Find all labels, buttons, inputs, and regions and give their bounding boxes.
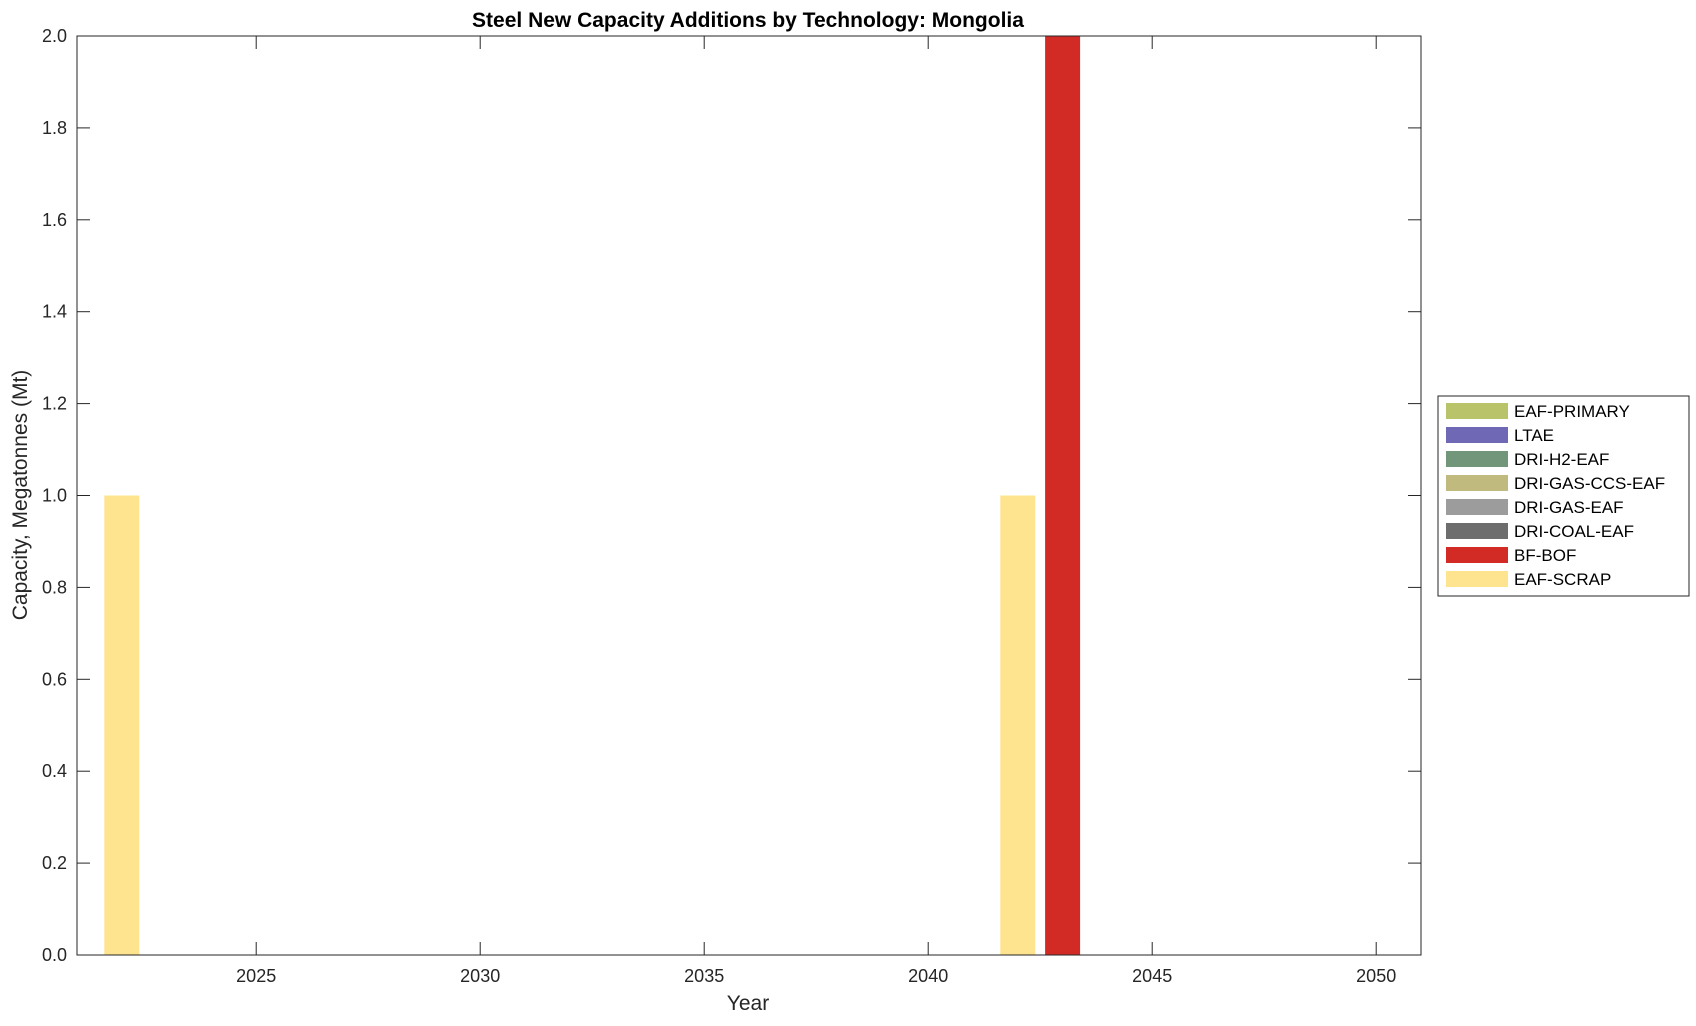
legend-label: BF-BOF (1514, 546, 1576, 565)
y-tick-label: 0.4 (42, 761, 67, 781)
legend-label: LTAE (1514, 426, 1554, 445)
legend-label: DRI-COAL-EAF (1514, 522, 1634, 541)
y-tick-label: 1.2 (42, 394, 67, 414)
legend-label: EAF-SCRAP (1514, 570, 1611, 589)
bar-eaf-scrap-2042 (1000, 495, 1036, 955)
x-tick-label: 2045 (1132, 966, 1172, 986)
y-tick-label: 1.0 (42, 486, 67, 506)
legend-label: DRI-H2-EAF (1514, 450, 1609, 469)
legend-swatch (1446, 547, 1508, 563)
x-tick-label: 2050 (1356, 966, 1396, 986)
x-axis-label: Year (727, 992, 769, 1015)
legend-box (1437, 395, 1690, 597)
y-tick-label: 0.2 (42, 853, 67, 873)
plot-area (77, 36, 1421, 955)
x-tick-label: 2025 (236, 966, 276, 986)
x-tick-label: 2040 (908, 966, 948, 986)
y-tick-label: 1.4 (42, 302, 67, 322)
y-axis-label: Capacity, Megatonnes (Mt) (9, 370, 32, 621)
legend-swatch (1446, 499, 1508, 515)
y-tick-label: 1.8 (42, 118, 67, 138)
y-tick-label: 0.8 (42, 577, 67, 597)
y-tick-label: 0.0 (42, 945, 67, 965)
legend-swatch (1446, 451, 1508, 467)
x-tick-label: 2035 (684, 966, 724, 986)
legend-swatch (1446, 523, 1508, 539)
bar-bf-bof-2043 (1045, 36, 1081, 955)
legend-swatch (1446, 427, 1508, 443)
legend-swatch (1446, 571, 1508, 587)
legend-swatch (1446, 475, 1508, 491)
legend-label: DRI-GAS-EAF (1514, 498, 1624, 517)
legend-label: DRI-GAS-CCS-EAF (1514, 474, 1665, 493)
y-tick-label: 0.6 (42, 669, 67, 689)
legend: EAF-PRIMARY LTAE DRI-H2-EAF DRI-GAS-CCS-EAF… (1437, 395, 1690, 597)
legend-swatch (1446, 403, 1508, 419)
y-tick-label: 2.0 (42, 26, 67, 46)
chart-title: Steel New Capacity Additions by Technolo… (472, 9, 1024, 32)
bar-eaf-scrap-2022 (104, 495, 140, 955)
x-tick-label: 2030 (460, 966, 500, 986)
y-tick-label: 1.6 (42, 210, 67, 230)
legend-label: EAF-PRIMARY (1514, 402, 1630, 421)
